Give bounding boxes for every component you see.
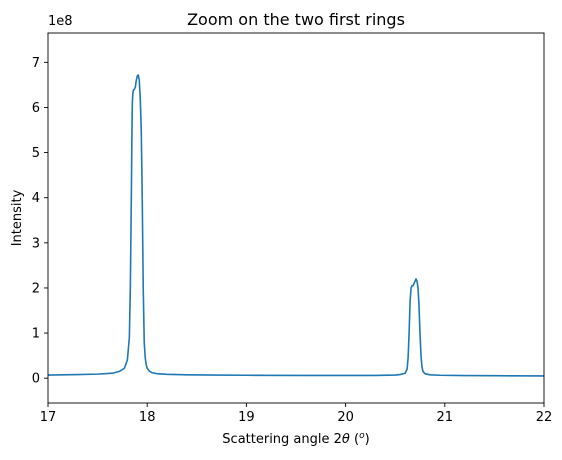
x-axis-ticks: 17 18 19 20 21 22: [40, 403, 553, 425]
y-tick-label: 7: [32, 56, 40, 71]
y-tick-label: 0: [32, 372, 40, 387]
y-tick-label: 4: [32, 191, 40, 206]
y-tick-label: 5: [32, 146, 40, 161]
y-tick-label: 2: [32, 281, 40, 296]
y-offset-text: 1e8: [48, 14, 73, 29]
x-tick-label: 18: [139, 410, 156, 425]
x-axis-label: Scattering angle 2θ (o): [222, 431, 369, 447]
y-tick-label: 1: [32, 327, 40, 342]
x-tick-label: 22: [536, 410, 553, 425]
y-tick-label: 6: [32, 101, 40, 116]
x-tick-label: 21: [437, 410, 454, 425]
y-axis-ticks: 0 1 2 3 4 5 6 7: [32, 56, 48, 387]
x-tick-label: 17: [40, 410, 57, 425]
data-series-line: [48, 74, 544, 377]
x-tick-label: 20: [337, 410, 354, 425]
x-tick-label: 19: [238, 410, 255, 425]
y-axis-label: Intensity: [10, 189, 25, 246]
plot-frame: [47, 32, 545, 404]
y-tick-label: 3: [32, 236, 40, 251]
chart-title: Zoom on the two first rings: [187, 10, 405, 29]
